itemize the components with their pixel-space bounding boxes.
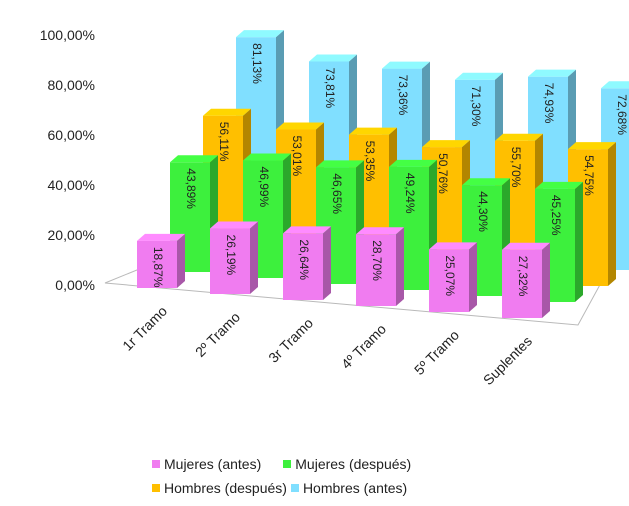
bar-front [502, 249, 542, 318]
bar-top [276, 122, 324, 130]
bar-top [382, 61, 430, 69]
bar-front [356, 234, 396, 306]
legend-item-mujeres-despues: Mujeres (después) [283, 456, 411, 472]
bar-side [323, 226, 331, 300]
bar-top [236, 30, 284, 38]
bar-top [429, 242, 477, 250]
y-tick-label: 80,00% [48, 77, 95, 93]
data-label: 55,70% [509, 147, 523, 188]
bar-top [283, 226, 331, 234]
bar-top [210, 221, 258, 229]
bar-top [502, 242, 550, 250]
bar: 27,32% [502, 242, 550, 318]
data-label: 73,81% [323, 67, 337, 108]
bar-top [495, 133, 543, 141]
y-tick-label: 60,00% [48, 127, 95, 143]
data-label: 56,11% [217, 122, 231, 162]
legend-item-mujeres-antes: Mujeres (antes) [152, 456, 261, 472]
bar-top [137, 233, 185, 241]
bar-side [177, 233, 185, 288]
legend-row-1: Mujeres (antes) Mujeres (después) [152, 456, 433, 472]
y-tick-label: 100,00% [40, 27, 95, 43]
legend-swatch [152, 484, 160, 492]
legend-item-hombres-antes: Hombres (antes) [290, 480, 408, 496]
bar: 26,64% [283, 226, 331, 300]
data-label: 46,65% [330, 173, 344, 214]
x-tick-label: Suplentes [480, 333, 535, 388]
bar: 28,70% [356, 227, 404, 306]
legend-swatch [283, 460, 292, 468]
legend-label: Hombres (antes) [302, 480, 408, 496]
x-tick-label: 5º Tramo [411, 327, 462, 378]
data-label: 26,19% [224, 235, 238, 276]
bar-top [203, 108, 251, 116]
x-tick-label: 1r Tramo [119, 303, 170, 354]
bar-top [316, 160, 364, 168]
bar: 18,87% [137, 233, 185, 288]
bar-side [575, 181, 583, 302]
bar-front [429, 249, 469, 312]
y-tick-label: 40,00% [48, 177, 95, 193]
bar-side [469, 242, 477, 312]
y-tick-label: 0,00% [55, 277, 95, 293]
data-label: 53,35% [363, 141, 377, 182]
data-label: 18,87% [151, 247, 165, 288]
x-tick-label: 3r Tramo [265, 315, 316, 366]
legend-label: Hombres (después) [164, 480, 287, 496]
data-label: 43,89% [184, 168, 198, 209]
bar-top [601, 81, 629, 89]
data-label: 71,30% [469, 86, 483, 127]
legend-row-2: Hombres (después) Hombres (antes) [152, 480, 429, 496]
bar-top [170, 155, 218, 163]
bar-top [422, 140, 470, 148]
bar-top [535, 181, 583, 189]
bar-side [608, 142, 616, 286]
data-label: 46,99% [257, 167, 271, 208]
data-label: 81,13% [250, 43, 264, 84]
data-label: 27,32% [516, 256, 530, 297]
bar-top [389, 159, 437, 167]
data-label: 49,24% [403, 173, 417, 214]
bar-top [356, 227, 404, 235]
data-label: 73,36% [396, 75, 410, 116]
bar: 44,30% [462, 178, 510, 296]
bar-top [309, 54, 357, 62]
y-tick-label: 20,00% [48, 227, 95, 243]
legend-swatch [152, 460, 160, 468]
bar-front [137, 240, 177, 288]
data-label: 50,76% [436, 153, 450, 194]
data-label: 74,93% [542, 83, 556, 124]
x-tick-label: 2º Tramo [192, 309, 243, 360]
legend-item-hombres-despues: Hombres (después) [152, 480, 287, 496]
bar-top [462, 178, 510, 186]
legend-swatch [290, 484, 299, 492]
data-label: 25,07% [443, 255, 457, 296]
bar: 26,19% [210, 221, 258, 294]
bar-top [243, 153, 291, 161]
bar-top [528, 69, 576, 77]
legend-label: Mujeres (antes) [164, 456, 262, 472]
bar-front [283, 233, 323, 300]
bar-front [210, 228, 250, 294]
bar: 25,07% [429, 242, 477, 312]
bar-side [542, 242, 550, 318]
bar-top [455, 72, 503, 80]
legend-label: Mujeres (después) [295, 456, 412, 472]
bar-top [568, 142, 616, 150]
bar-side [396, 227, 404, 306]
bar-side [250, 221, 258, 294]
data-label: 54,75% [582, 155, 596, 196]
data-label: 72,68% [615, 94, 629, 135]
data-label: 26,64% [297, 239, 311, 280]
data-label: 28,70% [370, 240, 384, 281]
data-label: 53,01% [290, 135, 304, 176]
bar-top [349, 127, 397, 135]
data-label: 44,30% [476, 191, 490, 232]
x-tick-label: 4º Tramo [338, 321, 389, 372]
data-label: 45,25% [549, 195, 563, 236]
